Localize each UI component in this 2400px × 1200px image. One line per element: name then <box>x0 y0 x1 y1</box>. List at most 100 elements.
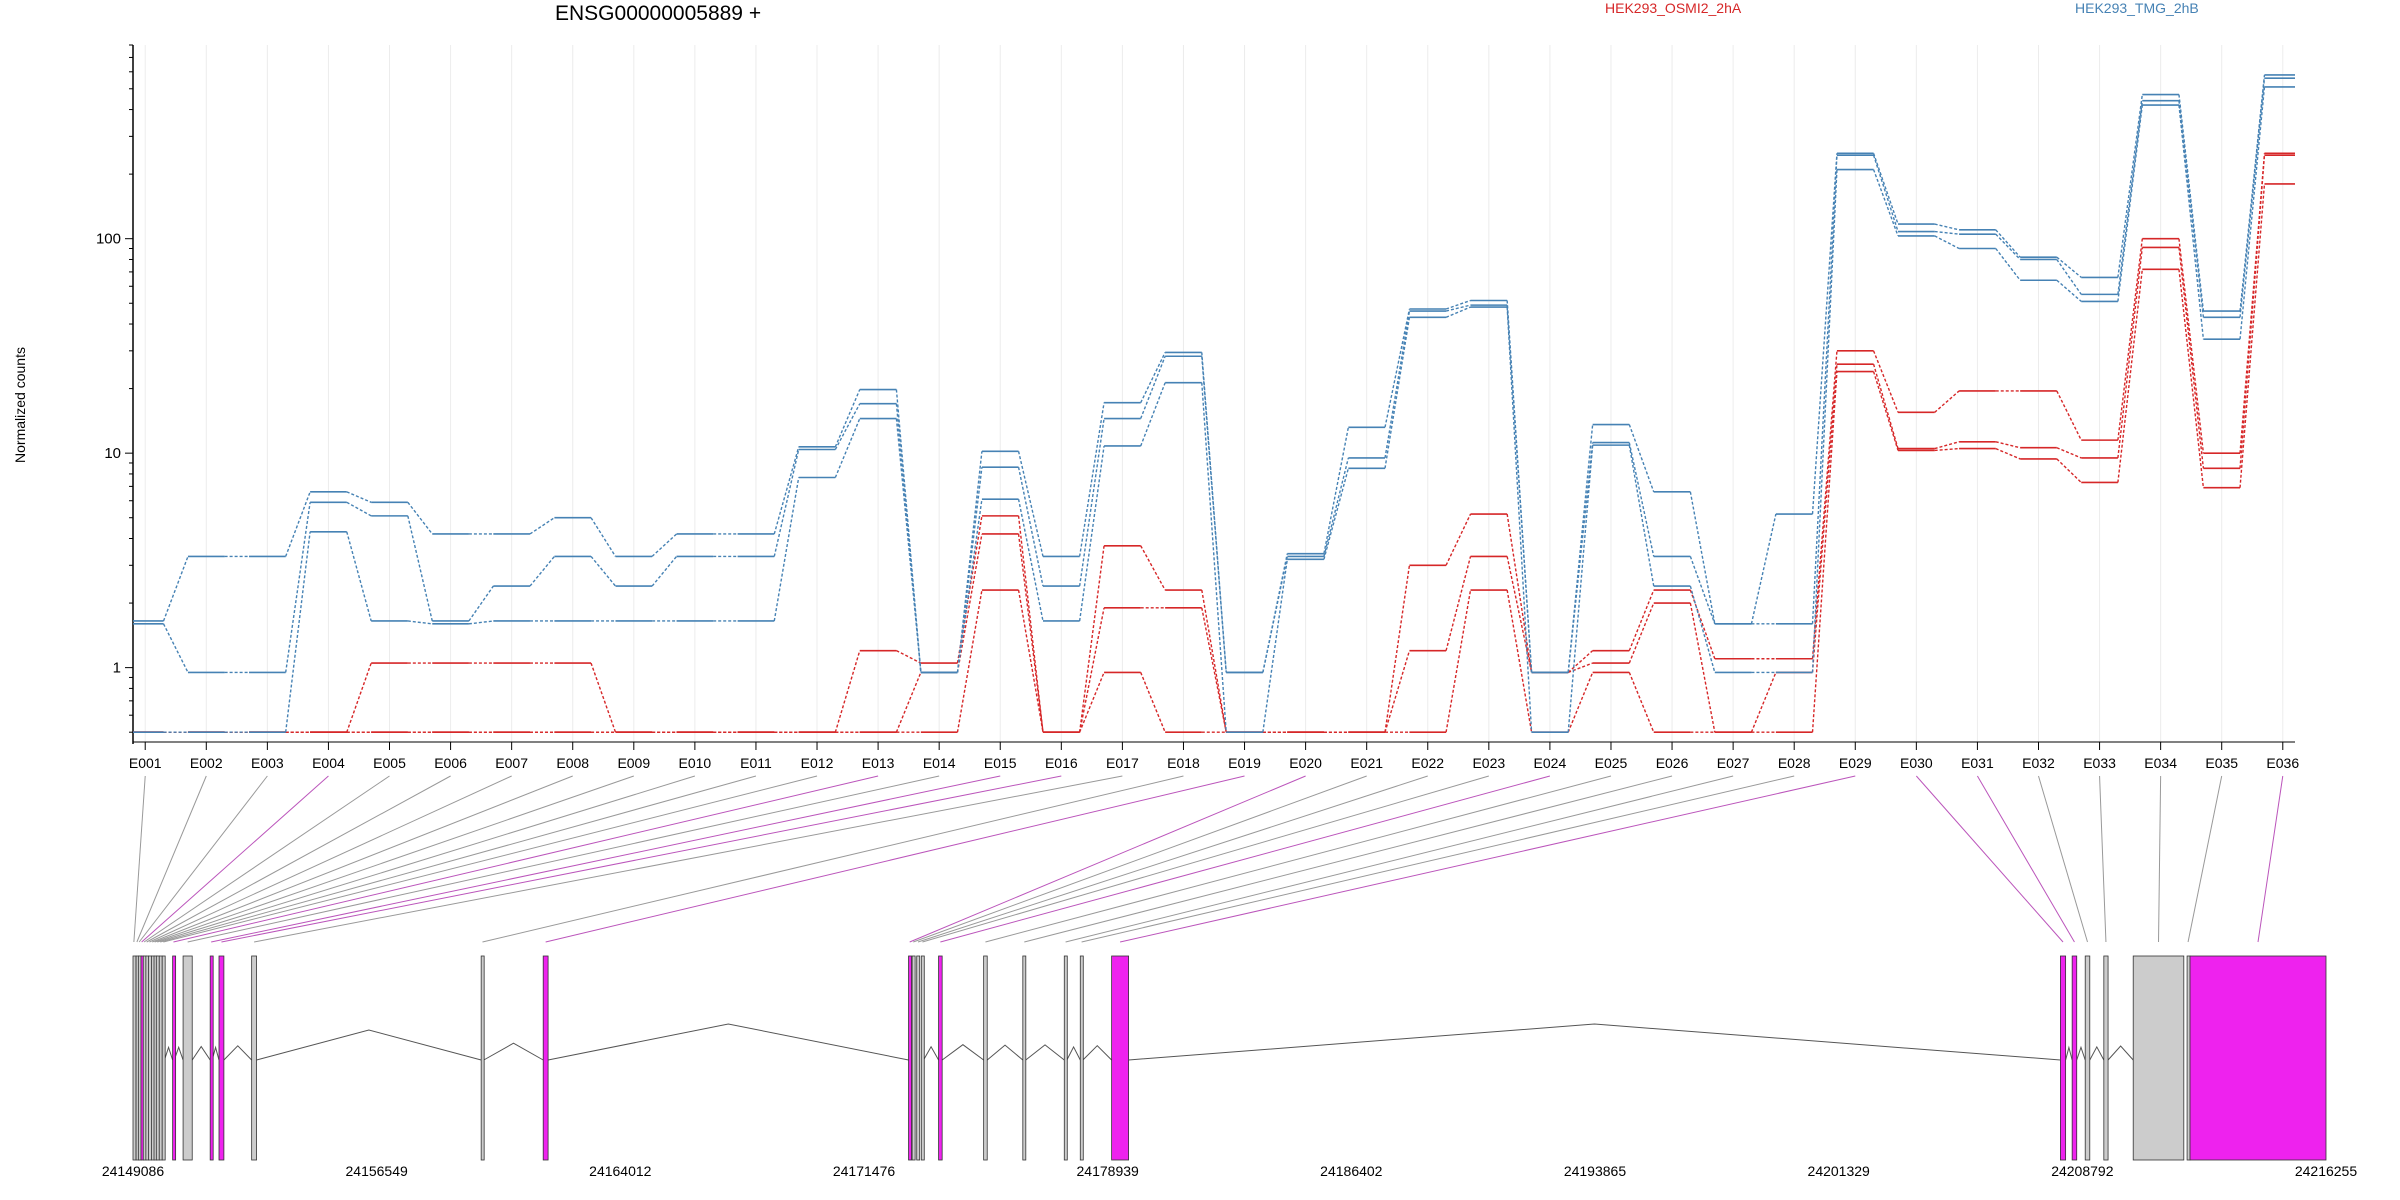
genomic-coordinate-label: 24178939 <box>1077 1163 1140 1179</box>
genomic-coordinate-label: 24149086 <box>102 1163 165 1179</box>
data-connector <box>1750 513 1777 624</box>
data-connector <box>1384 317 1411 469</box>
intron-line <box>191 1045 211 1061</box>
intron-line <box>1025 1044 1065 1061</box>
genomic-coordinate-label: 24164012 <box>589 1163 652 1179</box>
data-connector <box>1323 457 1350 557</box>
data-connector <box>346 491 372 503</box>
x-tick-label: E007 <box>495 755 528 771</box>
data-connector <box>590 555 617 587</box>
x-tick-label: E035 <box>2205 755 2238 771</box>
x-tick-label: E018 <box>1167 755 1200 771</box>
data-connector <box>1445 304 1471 312</box>
data-connector <box>346 662 372 733</box>
data-connector <box>1078 445 1105 622</box>
exon-box <box>1079 955 1084 1161</box>
data-connector <box>1078 402 1105 557</box>
x-tick-label: E008 <box>556 755 589 771</box>
exon-box <box>218 955 225 1161</box>
x-tick-label: E005 <box>373 755 406 771</box>
exon-connector-line <box>985 775 1612 943</box>
data-connector <box>1201 356 1227 673</box>
data-connector <box>1872 155 1899 232</box>
exon-box <box>2084 955 2091 1161</box>
data-connector <box>2239 183 2266 488</box>
data-connector <box>1872 169 1899 237</box>
intron-line <box>483 1042 544 1061</box>
data-connector <box>1628 672 1655 733</box>
data-connector <box>2117 100 2144 295</box>
data-connector <box>2239 74 2266 312</box>
exon-connector-line <box>149 775 512 943</box>
data-connector <box>1628 602 1655 664</box>
series-1 <box>133 152 2295 733</box>
data-connector <box>1445 556 1472 651</box>
genomic-coordinate-label: 24156549 <box>346 1163 409 1179</box>
data-connector <box>1017 533 1044 733</box>
data-connector <box>1995 441 2021 449</box>
exon-box <box>1063 955 1068 1161</box>
data-connector <box>285 491 311 557</box>
intron-line <box>223 1045 253 1061</box>
data-connector <box>1201 607 1227 733</box>
data-connector <box>1017 589 1044 733</box>
data-connector <box>1689 556 1716 625</box>
series-2 <box>133 154 2295 733</box>
exon-connector-line <box>1976 775 2075 943</box>
series-4 <box>133 74 2295 674</box>
data-connector <box>1934 390 1960 413</box>
genomic-coordinate-label: 24171476 <box>833 1163 896 1179</box>
data-connector <box>1323 468 1350 560</box>
data-connector <box>773 449 800 557</box>
data-connector <box>1506 513 1533 673</box>
x-tick-label: E003 <box>251 755 284 771</box>
data-connector <box>834 650 861 733</box>
exon-box <box>911 955 916 1161</box>
genomic-coordinate-label: 24186402 <box>1320 1163 1383 1179</box>
data-connector <box>1506 589 1533 733</box>
x-tick-label: E001 <box>129 755 162 771</box>
intron-line <box>986 1044 1024 1061</box>
data-connector <box>895 403 922 673</box>
data-connector <box>1445 513 1472 566</box>
x-tick-label: E017 <box>1106 755 1139 771</box>
x-tick-label: E002 <box>190 755 223 771</box>
x-tick-label: E019 <box>1228 755 1261 771</box>
data-connector <box>2239 86 2266 340</box>
data-connector <box>590 662 617 733</box>
series-6 <box>133 86 2295 733</box>
y-tick-label: 10 <box>104 445 121 462</box>
data-connector <box>1445 589 1472 733</box>
data-connector <box>896 650 922 664</box>
data-connector <box>1567 672 1594 733</box>
data-connector <box>590 517 617 557</box>
data-connector <box>1445 299 1471 310</box>
data-connector <box>1750 672 1777 733</box>
exon-connector-line <box>2099 775 2107 943</box>
exon-box <box>132 955 137 1161</box>
exon-box <box>480 955 485 1161</box>
x-tick-label: E014 <box>923 755 956 771</box>
x-tick-label: E030 <box>1900 755 1933 771</box>
exon-connector-line <box>163 775 818 943</box>
data-connector <box>1567 650 1594 673</box>
data-connector <box>1506 556 1533 673</box>
x-tick-label: E015 <box>984 755 1017 771</box>
x-tick-label: E033 <box>2083 755 2116 771</box>
data-connector <box>1934 230 1960 235</box>
x-tick-label: E024 <box>1534 755 1567 771</box>
data-connector <box>1384 308 1411 428</box>
exon-connector-line <box>133 775 146 943</box>
data-connector <box>1384 650 1411 733</box>
exon-box <box>161 955 166 1161</box>
legend-entry-osmi2: HEK293_OSMI2_2hA <box>1605 0 1742 16</box>
data-connector <box>407 515 433 622</box>
data-connector <box>1628 442 1655 557</box>
intron-line <box>923 1045 940 1061</box>
data-connector <box>1934 447 1960 452</box>
data-connector <box>2117 247 2144 459</box>
data-connector <box>1628 445 1655 587</box>
exon-connector-line <box>221 775 1062 943</box>
intron-line <box>1128 1023 2061 1061</box>
